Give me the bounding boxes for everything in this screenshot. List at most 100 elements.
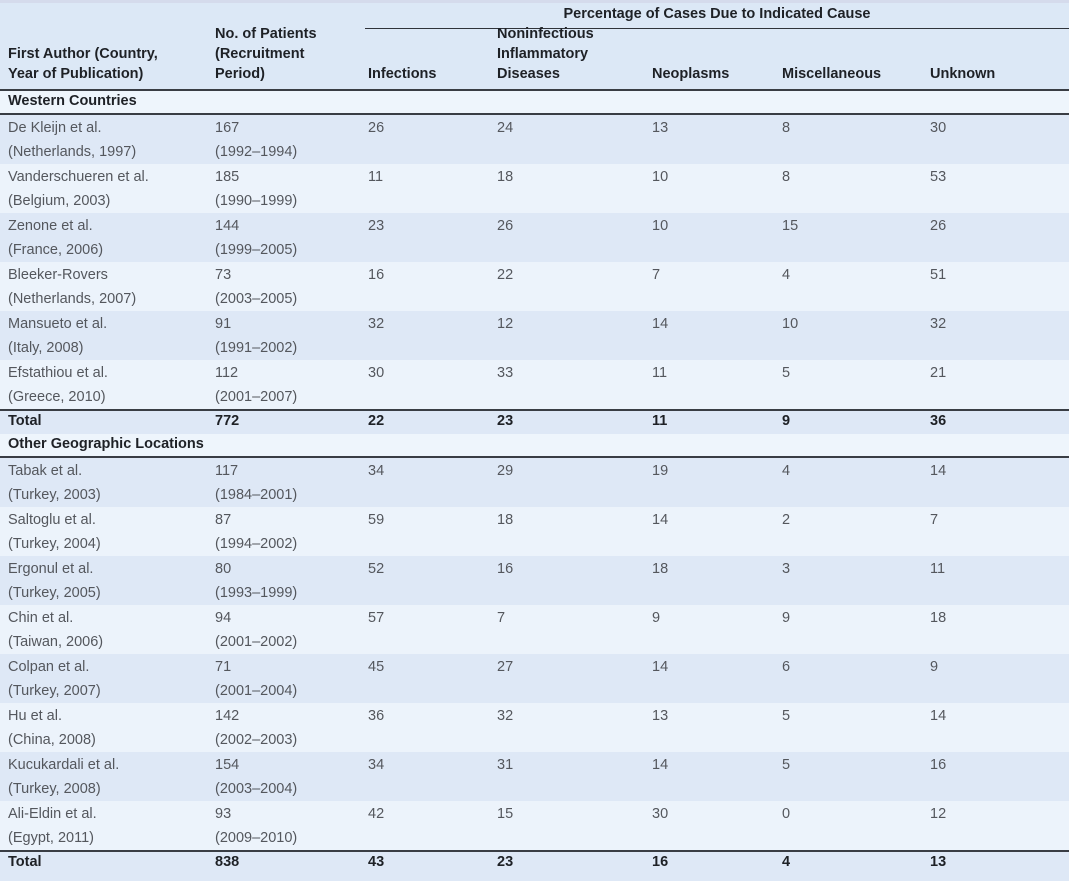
author-country-year: (Belgium, 2003): [8, 193, 111, 209]
unknown-value: 53: [930, 169, 947, 185]
patients-cell: 94 (2001–2002): [215, 606, 368, 654]
col-header-noninfectious-inflammatory: Noninfectious Inflammatory Diseases: [497, 26, 594, 82]
infections-value: 30: [368, 365, 385, 381]
author-cell: Tabak et al. (Turkey, 2003): [0, 459, 215, 507]
col-header-first-author: First Author (Country, Year of Publicati…: [8, 46, 158, 82]
recruitment-period: (1990–1999): [215, 193, 298, 209]
patients-count: 87: [215, 512, 232, 528]
author-country-year: (Taiwan, 2006): [8, 634, 104, 650]
unknown-value: 11: [930, 561, 946, 577]
nid-value: 12: [497, 316, 514, 332]
patients-count: 117: [215, 463, 239, 479]
patients-count: 167: [215, 120, 240, 136]
total-unknown: 13: [930, 854, 947, 870]
author-name: Mansueto et al.: [8, 316, 108, 332]
recruitment-period: (2001–2002): [215, 634, 298, 650]
author-name: Colpan et al.: [8, 659, 90, 675]
unknown-value: 26: [930, 218, 947, 234]
miscellaneous-value: 4: [782, 463, 791, 479]
total-infections: 43: [368, 854, 385, 870]
recruitment-period: (2003–2004): [215, 781, 298, 797]
miscellaneous-value: 3: [782, 561, 791, 577]
unknown-value: 9: [930, 659, 939, 675]
recruitment-period: (1984–2001): [215, 487, 298, 503]
total-neoplasms: 11: [652, 413, 668, 429]
author-name: Hu et al.: [8, 708, 62, 724]
patients-cell: 185 (1990–1999): [215, 165, 368, 213]
neoplasms-value: 18: [652, 561, 669, 577]
infections-value: 16: [368, 267, 385, 283]
author-country-year: (Turkey, 2004): [8, 536, 101, 552]
patients-cell: 73 (2003–2005): [215, 263, 368, 311]
infections-value: 45: [368, 659, 385, 675]
study-row: Tabak et al. (Turkey, 2003) 117 (1984–20…: [0, 458, 1069, 507]
author-country-year: (Egypt, 2011): [8, 830, 94, 846]
unknown-value: 16: [930, 757, 947, 773]
total-patients: 772: [215, 413, 240, 429]
neoplasms-value: 14: [652, 512, 669, 528]
author-name: Efstathiou et al.: [8, 365, 108, 381]
author-country-year: (Netherlands, 2007): [8, 291, 137, 307]
unknown-value: 14: [930, 463, 947, 479]
recruitment-period: (1994–2002): [215, 536, 298, 552]
patients-cell: 167 (1992–1994): [215, 116, 368, 164]
infections-value: 11: [368, 169, 384, 185]
study-row: Efstathiou et al. (Greece, 2010) 112 (20…: [0, 360, 1069, 409]
author-country-year: (Turkey, 2003): [8, 487, 101, 503]
unknown-value: 14: [930, 708, 947, 724]
author-name: Zenone et al.: [8, 218, 93, 234]
unknown-value: 32: [930, 316, 947, 332]
recruitment-period: (1993–1999): [215, 585, 298, 601]
nid-value: 18: [497, 512, 514, 528]
neoplasms-value: 10: [652, 169, 669, 185]
study-row: Ali-Eldin et al. (Egypt, 2011) 93 (2009–…: [0, 801, 1069, 850]
patients-cell: 93 (2009–2010): [215, 802, 368, 850]
recruitment-period: (1991–2002): [215, 340, 298, 356]
unknown-value: 7: [930, 512, 939, 528]
nid-value: 33: [497, 365, 514, 381]
recruitment-period: (2001–2007): [215, 389, 298, 405]
author-name: Vanderschueren et al.: [8, 169, 149, 185]
nid-value: 32: [497, 708, 514, 724]
infections-value: 34: [368, 757, 385, 773]
author-country-year: (Turkey, 2007): [8, 683, 101, 699]
unknown-value: 18: [930, 610, 947, 626]
infections-value: 57: [368, 610, 385, 626]
patients-count: 112: [215, 365, 239, 381]
miscellaneous-value: 4: [782, 267, 791, 283]
study-row: Kucukardali et al. (Turkey, 2008) 154 (2…: [0, 752, 1069, 801]
miscellaneous-value: 9: [782, 610, 791, 626]
study-row: Hu et al. (China, 2008) 142 (2002–2003) …: [0, 703, 1069, 752]
infections-value: 32: [368, 316, 385, 332]
patients-count: 154: [215, 757, 240, 773]
study-row: Vanderschueren et al. (Belgium, 2003) 18…: [0, 164, 1069, 213]
span-header-rule: [365, 28, 1069, 29]
study-row: Saltoglu et al. (Turkey, 2004) 87 (1994–…: [0, 507, 1069, 556]
nid-value: 31: [497, 757, 514, 773]
top-divider: [0, 0, 1069, 3]
miscellaneous-value: 0: [782, 806, 791, 822]
patients-count: 185: [215, 169, 240, 185]
author-cell: Mansueto et al. (Italy, 2008): [0, 312, 215, 360]
neoplasms-value: 7: [652, 267, 661, 283]
unknown-value: 30: [930, 120, 947, 136]
col-header-miscellaneous: Miscellaneous: [782, 66, 882, 82]
nid-value: 26: [497, 218, 514, 234]
miscellaneous-value: 6: [782, 659, 791, 675]
total-label: Total: [8, 854, 42, 870]
patients-count: 93: [215, 806, 232, 822]
neoplasms-value: 11: [652, 365, 668, 381]
unknown-value: 51: [930, 267, 947, 283]
nid-value: 24: [497, 120, 514, 136]
patients-cell: 71 (2001–2004): [215, 655, 368, 703]
patients-cell: 80 (1993–1999): [215, 557, 368, 605]
recruitment-period: (2003–2005): [215, 291, 298, 307]
study-row: Ergonul et al. (Turkey, 2005) 80 (1993–1…: [0, 556, 1069, 605]
infections-value: 42: [368, 806, 385, 822]
recruitment-period: (2001–2004): [215, 683, 298, 699]
patients-count: 71: [215, 659, 232, 675]
author-cell: Hu et al. (China, 2008): [0, 704, 215, 752]
neoplasms-value: 13: [652, 708, 669, 724]
author-country-year: (China, 2008): [8, 732, 96, 748]
author-country-year: (Netherlands, 1997): [8, 144, 137, 160]
